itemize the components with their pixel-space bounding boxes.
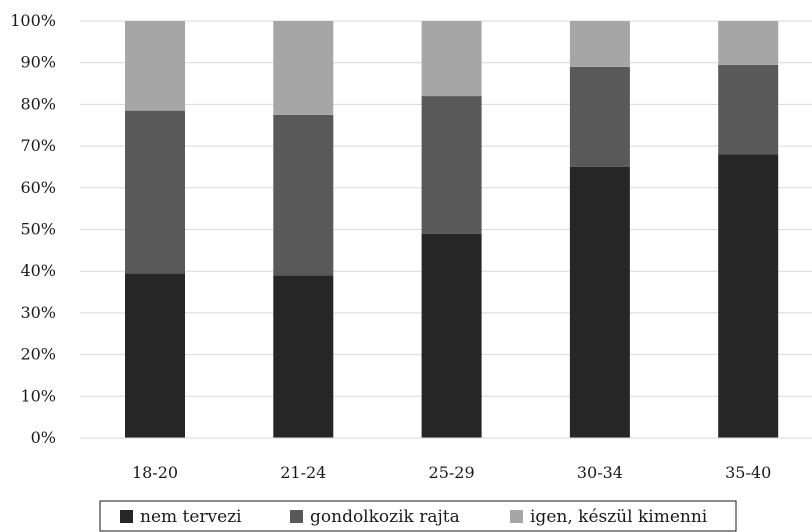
- x-category-label: 35-40: [725, 463, 771, 482]
- legend-box: [99, 500, 737, 532]
- y-tick-label: 30%: [20, 303, 56, 322]
- bars: [125, 21, 779, 438]
- y-tick-label: 20%: [20, 345, 56, 364]
- bar-segment-2: [569, 66, 630, 167]
- y-axis-tick-labels: 0% 10% 20% 30% 40% 50% 60% 70% 80% 90% 100%: [10, 11, 56, 447]
- bar-segment-1: [718, 154, 779, 438]
- bar-segment-1: [569, 166, 630, 438]
- y-tick-label: 10%: [20, 386, 56, 405]
- bar-segment-1: [421, 233, 482, 438]
- legend-label: igen, készül kimenni: [530, 507, 708, 527]
- y-tick-label: 0%: [31, 428, 56, 447]
- bar-segment-3: [718, 21, 779, 65]
- legend: nem tervezi gondolkozik rajta igen, készül…: [99, 500, 737, 532]
- bar-segment-2: [125, 110, 185, 274]
- legend-label: nem tervezi: [140, 507, 242, 527]
- y-tick-label: 100%: [10, 11, 56, 30]
- bar-segment-1: [125, 273, 185, 438]
- bar-segment-2: [718, 64, 779, 155]
- x-axis-category-labels: 18-20 21-24 25-29 30-34 35-40: [132, 463, 771, 482]
- bar-segment-2: [421, 96, 482, 234]
- y-tick-label: 90%: [20, 53, 56, 72]
- y-tick-label: 80%: [20, 94, 56, 113]
- y-tick-label: 50%: [20, 220, 56, 239]
- bar-segment-1: [273, 275, 334, 438]
- bar-segment-3: [569, 21, 630, 67]
- legend-swatch: [290, 510, 303, 523]
- legend-label: gondolkozik rajta: [310, 507, 460, 527]
- legend-swatch: [510, 510, 523, 523]
- legend-swatch: [120, 510, 133, 523]
- bar-segment-3: [421, 21, 482, 97]
- y-tick-label: 40%: [20, 261, 56, 280]
- y-tick-label: 60%: [20, 178, 56, 197]
- bar-segment-3: [273, 21, 334, 115]
- bar-segment-3: [125, 21, 185, 111]
- y-tick-label: 70%: [20, 136, 56, 155]
- x-category-label: 30-34: [577, 463, 623, 482]
- x-category-label: 21-24: [280, 463, 326, 482]
- x-category-label: 25-29: [429, 463, 475, 482]
- bar-segment-2: [273, 114, 334, 276]
- x-category-label: 18-20: [132, 463, 178, 482]
